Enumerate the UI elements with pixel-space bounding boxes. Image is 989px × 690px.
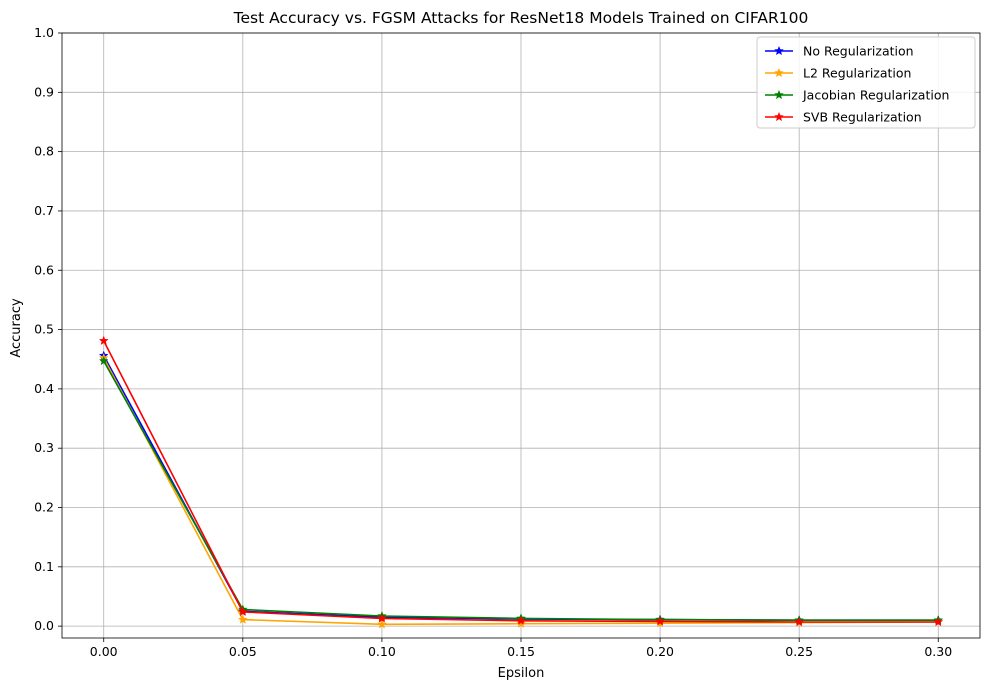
y-tick-label: 0.0 <box>34 618 54 633</box>
legend-label-svb-regularization: SVB Regularization <box>803 110 922 125</box>
x-tick-label: 0.20 <box>646 644 674 659</box>
data-point-l2-regularization <box>516 618 526 628</box>
legend-label-jacobian-regularization: Jacobian Regularization <box>802 88 949 103</box>
chart-title: Test Accuracy vs. FGSM Attacks for ResNe… <box>233 9 809 27</box>
y-tick-label: 0.4 <box>34 381 54 396</box>
series-lines <box>98 335 944 629</box>
tick-labels: 0.00 0.05 0.10 0.15 0.20 0.25 0.30 0.0 0.1 0.2 0.3… <box>34 25 952 659</box>
legend-marker-l2-regularization <box>774 67 784 78</box>
y-tick-label: 0.1 <box>34 559 54 574</box>
legend-marker-svb-regularization <box>774 111 784 122</box>
x-axis-label: Epsilon <box>498 666 545 681</box>
legend-label-no-regularization: No Regularization <box>803 44 914 59</box>
x-tick-label: 0.05 <box>229 644 257 659</box>
data-point-svb-regularization <box>933 616 944 627</box>
y-tick-label: 0.3 <box>34 440 54 455</box>
x-tick-label: 0.15 <box>507 644 535 659</box>
y-axis-label: Accuracy <box>9 298 24 358</box>
y-tick-label: 0.8 <box>34 144 54 159</box>
axes <box>58 32 981 642</box>
y-tick-label: 0.9 <box>34 84 54 99</box>
x-tick-label: 0.10 <box>368 644 396 659</box>
x-tick-label: 0.25 <box>785 644 813 659</box>
y-tick-label: 0.5 <box>34 322 54 337</box>
y-tick-label: 0.6 <box>34 262 54 277</box>
data-point-svb-regularization <box>655 616 666 626</box>
plot-frame <box>61 32 981 639</box>
data-point-jacobian-regularization <box>98 355 109 366</box>
data-point-svb-regularization <box>376 613 387 623</box>
legend-marker-jacobian-regularization <box>774 89 784 100</box>
data-point-svb-regularization <box>516 615 526 626</box>
data-point-svb-regularization <box>98 335 109 346</box>
legend-marker-no-regularization <box>774 45 784 56</box>
x-tick-label: 0.00 <box>90 644 118 659</box>
data-point-svb-regularization <box>237 606 248 617</box>
y-tick-label: 0.7 <box>34 203 54 218</box>
legend: No Regularization L2 Regularization Jacobi… <box>756 36 976 129</box>
x-tick-label: 0.30 <box>924 644 952 659</box>
legend-label-l2-regularization: L2 Regularization <box>803 66 911 81</box>
y-tick-label: 1.0 <box>34 25 54 40</box>
y-tick-label: 0.2 <box>34 500 54 515</box>
data-point-l2-regularization <box>376 619 387 629</box>
data-point-l2-regularization <box>237 614 248 624</box>
legend-box <box>756 36 976 129</box>
data-point-svb-regularization <box>794 616 805 627</box>
